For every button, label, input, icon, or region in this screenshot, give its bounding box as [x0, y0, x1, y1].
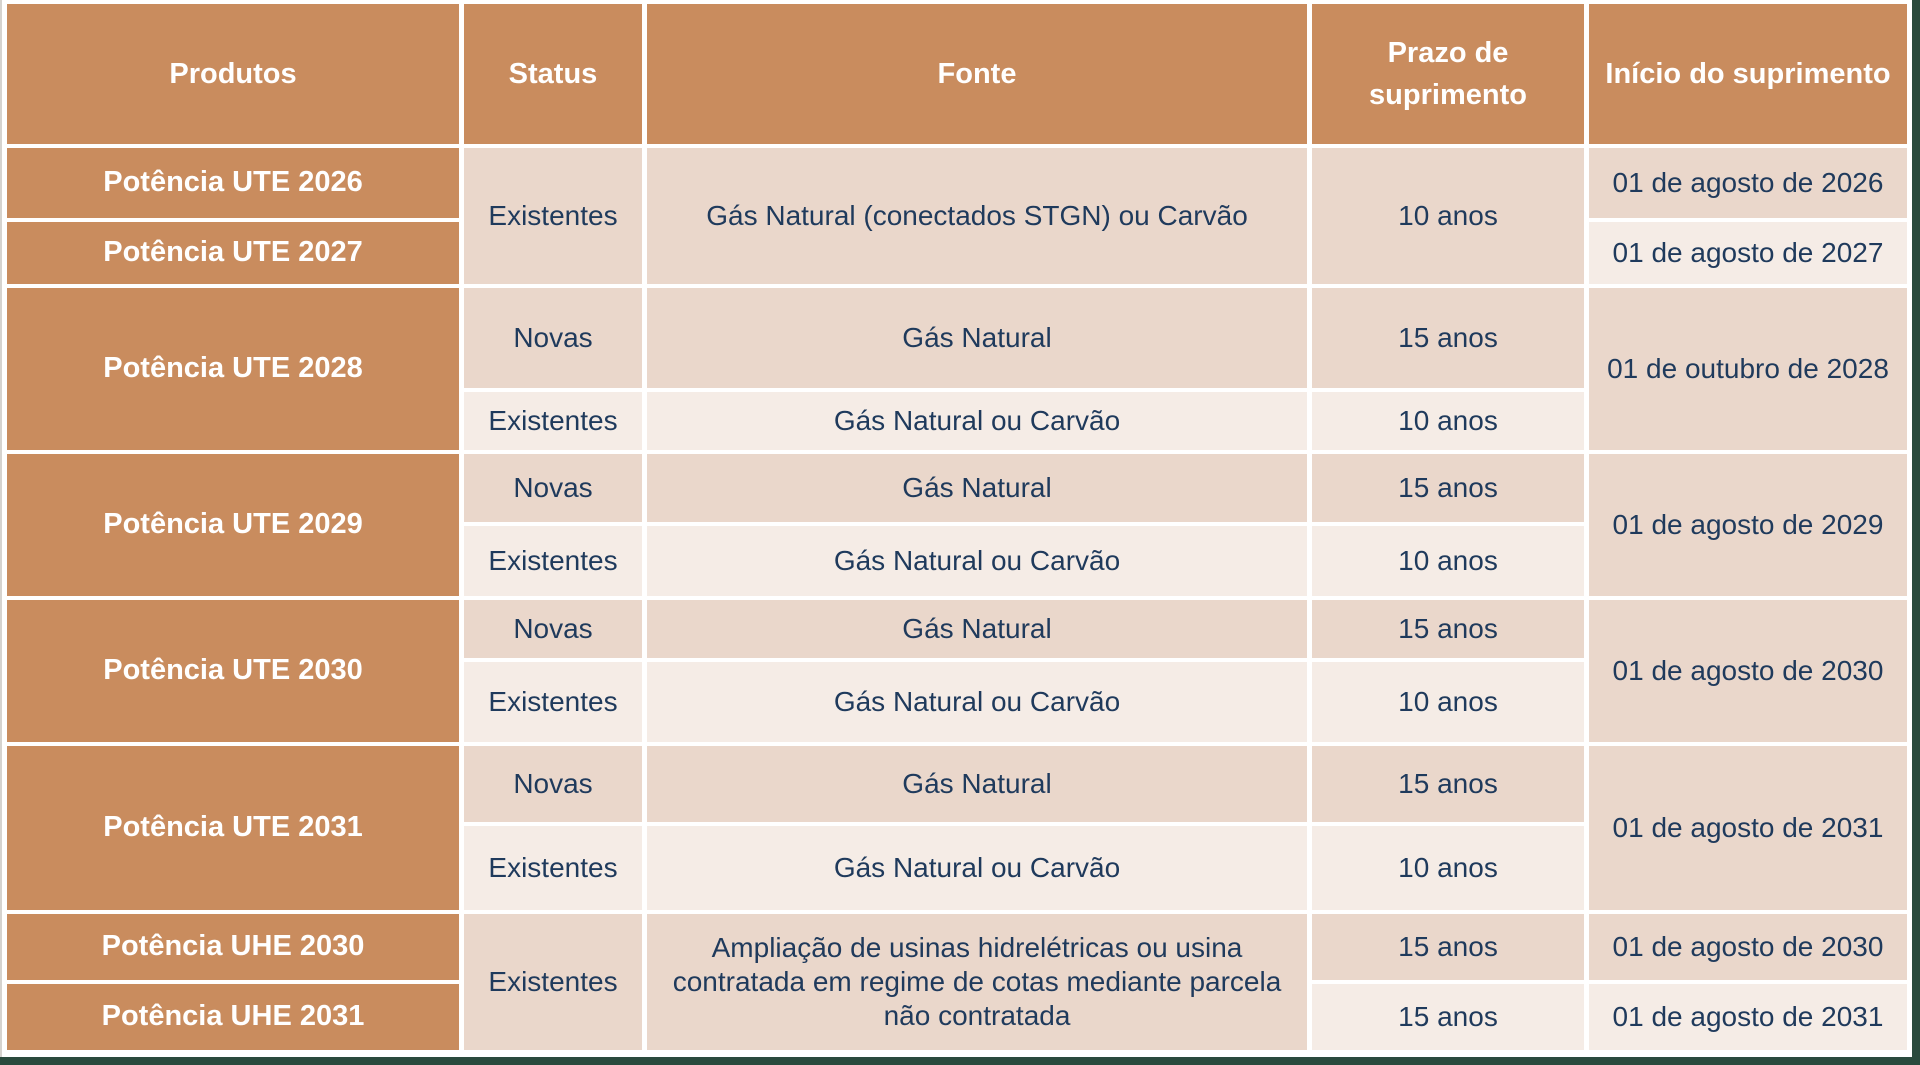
row-uhe-2031: Potência UHE 2031 15 anos 01 de agosto d… — [7, 984, 1907, 1050]
cell-inicio-ute-2031: 01 de agosto de 2031 — [1589, 746, 1907, 910]
cell-produto-ute-2030: Potência UTE 2030 — [7, 600, 459, 742]
cell-prazo-ute-2029-novas: 15 anos — [1312, 454, 1584, 522]
cell-fonte-ute-2030-novas: Gás Natural — [647, 600, 1307, 658]
row-ute-2029-novas: Potência UTE 2029 Novas Gás Natural 15 a… — [7, 454, 1907, 596]
cell-produto-ute-2029: Potência UTE 2029 — [7, 454, 459, 596]
cell-status-ute-2028-novas: Novas — [464, 288, 642, 388]
cell-produto-ute-2031: Potência UTE 2031 — [7, 746, 459, 910]
header-status: Status — [464, 4, 642, 144]
cell-status-ute-2030-novas: Novas — [464, 600, 642, 658]
cell-status-ute-2030-existentes: Existentes — [464, 662, 642, 742]
cell-inicio-ute-2027: 01 de agosto de 2027 — [1589, 222, 1907, 284]
row-ute-2029-existentes: Existentes Gás Natural ou Carvão 10 anos — [7, 526, 1907, 596]
cell-inicio-ute-2028: 01 de outubro de 2028 — [1589, 288, 1907, 450]
cell-prazo-uhe-2030: 15 anos — [1312, 914, 1584, 980]
row-ute-2030-novas: Potência UTE 2030 Novas Gás Natural 15 a… — [7, 600, 1907, 742]
cell-status-ute-2029-existentes: Existentes — [464, 526, 642, 596]
cell-fonte-ute-2031-existentes: Gás Natural ou Carvão — [647, 826, 1307, 910]
row-ute-2026: Potência UTE 2026 Existentes Gás Natural… — [7, 148, 1907, 284]
row-ute-2031-existentes: Existentes Gás Natural ou Carvão 10 anos — [7, 826, 1907, 910]
cell-inicio-uhe-2031: 01 de agosto de 2031 — [1589, 984, 1907, 1050]
cell-fonte-ute-2029-existentes: Gás Natural ou Carvão — [647, 526, 1307, 596]
row-ute-2030-existentes: Existentes Gás Natural ou Carvão 10 anos — [7, 662, 1907, 742]
header-inicio-suprimento: Início do suprimento — [1589, 4, 1907, 144]
cell-inicio-ute-2029: 01 de agosto de 2029 — [1589, 454, 1907, 596]
cell-prazo-ute-2028-novas: 15 anos — [1312, 288, 1584, 388]
cell-status-ute-2028-existentes: Existentes — [464, 392, 642, 450]
cell-prazo-ute-2030-existentes: 10 anos — [1312, 662, 1584, 742]
cell-fonte-ute-2026-2027: Gás Natural (conectados STGN) ou Carvão — [647, 148, 1307, 284]
cell-prazo-ute-2028-existentes: 10 anos — [1312, 392, 1584, 450]
cell-inicio-uhe-2030: 01 de agosto de 2030 — [1589, 914, 1907, 980]
cell-status-ute-2026-2027: Existentes — [464, 148, 642, 284]
cell-prazo-ute-2031-novas: 15 anos — [1312, 746, 1584, 822]
header-produtos: Produtos — [7, 4, 459, 144]
header-fonte: Fonte — [647, 4, 1307, 144]
cell-fonte-ute-2030-existentes: Gás Natural ou Carvão — [647, 662, 1307, 742]
header-prazo-suprimento: Prazo de suprimento — [1312, 4, 1584, 144]
cell-status-ute-2031-existentes: Existentes — [464, 826, 642, 910]
cell-prazo-ute-2026-2027: 10 anos — [1312, 148, 1584, 284]
cell-produto-uhe-2031: Potência UHE 2031 — [7, 984, 459, 1050]
cell-produto-ute-2026: Potência UTE 2026 — [7, 148, 459, 218]
cell-prazo-uhe-2031: 15 anos — [1312, 984, 1584, 1050]
row-ute-2028-existentes: Existentes Gás Natural ou Carvão 10 anos — [7, 392, 1907, 450]
cell-status-uhe-2030-2031: Existentes — [464, 914, 642, 1050]
row-ute-2028-novas: Potência UTE 2028 Novas Gás Natural 15 a… — [7, 288, 1907, 450]
cell-produto-ute-2027: Potência UTE 2027 — [7, 222, 459, 284]
cell-prazo-ute-2030-novas: 15 anos — [1312, 600, 1584, 658]
row-ute-2027: Potência UTE 2027 01 de agosto de 2027 — [7, 222, 1907, 284]
cell-inicio-ute-2030: 01 de agosto de 2030 — [1589, 600, 1907, 742]
row-ute-2031-novas: Potência UTE 2031 Novas Gás Natural 15 a… — [7, 746, 1907, 910]
cell-fonte-ute-2028-existentes: Gás Natural ou Carvão — [647, 392, 1307, 450]
header-row: Produtos Status Fonte Prazo de supriment… — [7, 4, 1907, 144]
cell-fonte-ute-2028-novas: Gás Natural — [647, 288, 1307, 388]
cell-prazo-ute-2031-existentes: 10 anos — [1312, 826, 1584, 910]
row-uhe-2030: Potência UHE 2030 Existentes Ampliação d… — [7, 914, 1907, 1050]
cell-produto-ute-2028: Potência UTE 2028 — [7, 288, 459, 450]
cell-fonte-ute-2029-novas: Gás Natural — [647, 454, 1307, 522]
cell-inicio-ute-2026: 01 de agosto de 2026 — [1589, 148, 1907, 218]
cell-fonte-ute-2031-novas: Gás Natural — [647, 746, 1307, 822]
cell-status-ute-2031-novas: Novas — [464, 746, 642, 822]
cell-prazo-ute-2029-existentes: 10 anos — [1312, 526, 1584, 596]
cell-produto-uhe-2030: Potência UHE 2030 — [7, 914, 459, 980]
cell-status-ute-2029-novas: Novas — [464, 454, 642, 522]
cell-fonte-uhe-2030-2031: Ampliação de usinas hidrelétricas ou usi… — [647, 914, 1307, 1050]
